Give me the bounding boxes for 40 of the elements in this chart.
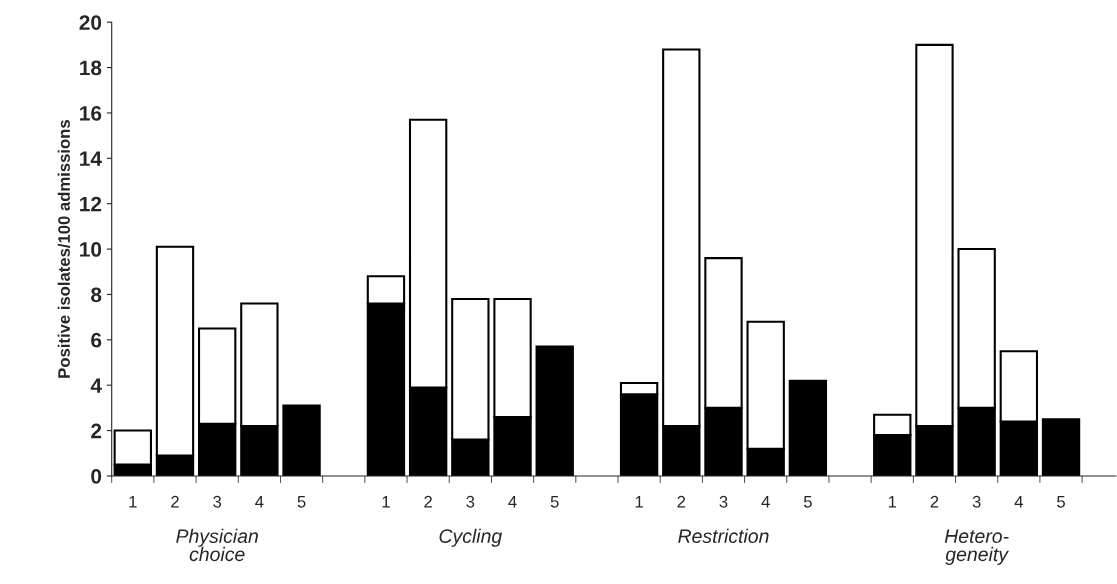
x-tick-label: 2 — [171, 495, 179, 508]
text: Cycling — [439, 528, 503, 547]
bar — [282, 404, 321, 476]
y-tick-label: 16 — [80, 105, 102, 121]
x-tick-label: 4 — [1014, 496, 1023, 508]
y-tick-label: 12 — [80, 196, 102, 212]
bar — [788, 379, 828, 476]
x-tick-label: 4 — [255, 496, 264, 508]
x-tick-label: 1 — [382, 496, 390, 508]
y-tick-label: 6 — [91, 332, 102, 348]
x-tick-label: 2 — [424, 495, 432, 508]
y-tick-label: 20 — [79, 15, 102, 30]
y-axis-title: Positive isolates/100 admissions — [57, 120, 71, 378]
x-tick-label: 3 — [719, 495, 728, 508]
x-tick-label: 5 — [550, 496, 559, 508]
text: Physician choice — [176, 528, 258, 562]
x-tick-label: 5 — [297, 496, 306, 508]
y-tick-label: 10 — [80, 242, 102, 257]
x-tick-label: 4 — [761, 496, 770, 508]
bar — [535, 345, 574, 476]
x-tick-label: 3 — [972, 495, 981, 508]
x-tick-label: 1 — [888, 496, 897, 508]
x-tick-label: 5 — [1057, 496, 1065, 508]
x-tick-label: 3 — [466, 495, 475, 508]
y-tick-label: 8 — [91, 287, 102, 303]
x-tick-label: 1 — [635, 496, 643, 508]
x-tick-label: 1 — [129, 496, 137, 508]
text: Restriction — [678, 528, 769, 544]
y-tick-label: 4 — [90, 378, 102, 393]
x-tick-label: 2 — [930, 495, 939, 508]
bar — [1041, 418, 1081, 476]
x-tick-label: 5 — [803, 496, 812, 508]
y-tick-label: 14 — [80, 151, 102, 166]
text: Hetero- geneity — [944, 529, 1009, 565]
y-tick-label: 2 — [91, 423, 102, 439]
y-tick-label: 0 — [91, 468, 102, 484]
x-tick-label: 4 — [508, 496, 517, 508]
x-tick-label: 3 — [213, 495, 222, 508]
y-tick-label: 18 — [80, 60, 102, 76]
x-tick-label: 2 — [677, 495, 686, 508]
